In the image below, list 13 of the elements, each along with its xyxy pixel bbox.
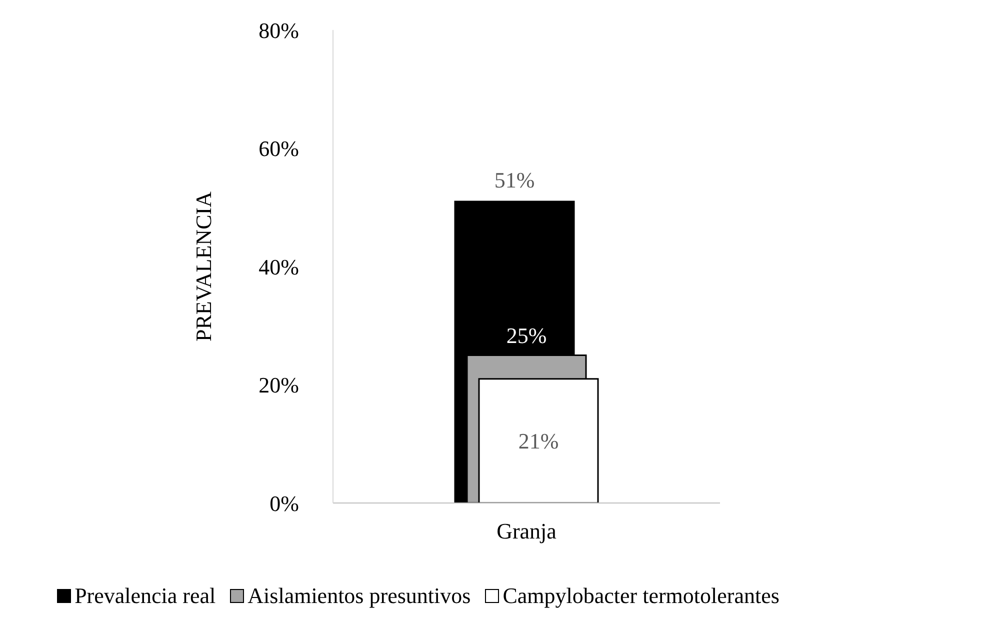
x-tick-label: Granja [496,518,557,544]
legend-label: Aislamientos presuntivos [248,583,471,609]
legend-label: Prevalencia real [74,583,216,609]
y-tick-label: 80% [258,18,299,43]
y-tick-label: 60% [258,136,299,162]
y-tick-label: 0% [270,490,299,516]
data-label: 25% [506,323,547,348]
y-axis-title: PREVALENCIA [190,191,216,342]
data-label: 51% [494,167,535,192]
y-tick-label: 20% [258,372,299,398]
y-tick-label: 40% [258,254,299,280]
data-label: 21% [518,428,559,454]
legend-label: Campylobacter termotolerantes [502,583,780,609]
